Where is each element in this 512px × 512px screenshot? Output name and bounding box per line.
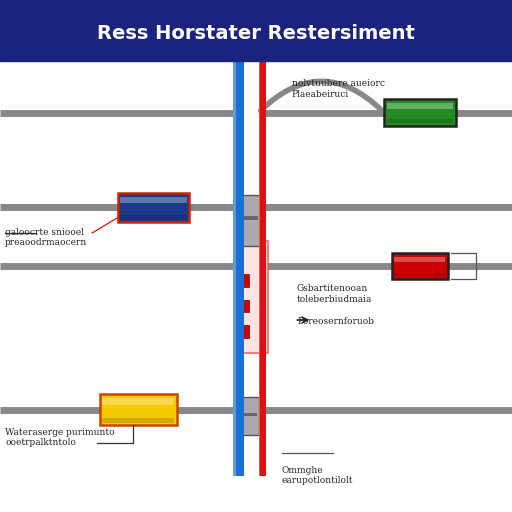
Bar <box>259 26 260 476</box>
Text: Ress Horstater Restersiment: Ress Horstater Restersiment <box>97 24 415 43</box>
Text: Wateraserge purimunto
ooetrpalktntolo: Wateraserge purimunto ooetrpalktntolo <box>5 428 115 447</box>
Bar <box>0 0 512 61</box>
Bar <box>120 197 187 203</box>
Bar <box>387 103 453 109</box>
Bar <box>102 418 174 423</box>
Text: Gsbartitenooan
toleberbiudmaia: Gsbartitenooan toleberbiudmaia <box>297 284 372 304</box>
Text: nolvtuubere aueiorc
Plaeabeiruci: nolvtuubere aueiorc Plaeabeiruci <box>292 79 385 99</box>
Bar <box>102 398 174 405</box>
Text: Ommghe
earupotlontilolt: Ommghe earupotlontilolt <box>282 466 353 485</box>
Bar <box>259 26 266 476</box>
Bar <box>234 397 259 435</box>
Bar <box>240 325 249 338</box>
Bar <box>233 26 244 476</box>
Text: galoocrte sniooel
preaoodrmaocern: galoocrte sniooel preaoodrmaocern <box>5 228 88 247</box>
Bar <box>240 274 249 287</box>
Bar <box>240 300 249 312</box>
Bar <box>384 99 456 126</box>
Bar <box>394 258 445 263</box>
Text: Poreosernforuob: Poreosernforuob <box>297 317 374 327</box>
Bar <box>234 195 260 246</box>
Bar <box>387 119 453 123</box>
Bar <box>237 216 258 220</box>
Bar <box>118 193 189 222</box>
Bar <box>120 215 187 220</box>
Bar <box>100 394 177 425</box>
Bar <box>237 413 257 416</box>
Bar <box>234 241 268 353</box>
Bar <box>394 272 445 276</box>
Bar <box>392 253 448 279</box>
Bar <box>233 26 236 476</box>
